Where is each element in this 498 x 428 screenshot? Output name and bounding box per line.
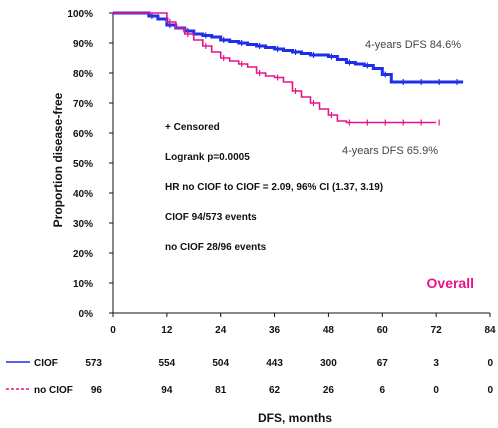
dfs-ciof-label: 4-years DFS 84.6% bbox=[365, 39, 461, 51]
risk-count: 62 bbox=[269, 385, 281, 396]
hazard-ratio-text: HR no CIOF to CIOF = 2.09, 96% CI (1.37,… bbox=[165, 182, 383, 193]
ciof-risk-label: CIOF bbox=[34, 358, 58, 369]
y-tick-label: 30% bbox=[73, 219, 93, 230]
curves bbox=[113, 11, 464, 126]
overall-label: Overall bbox=[427, 275, 474, 291]
y-tick-label: 20% bbox=[73, 249, 93, 260]
logrank-text: Logrank p=0.0005 bbox=[165, 152, 250, 163]
no-ciof-curve bbox=[113, 12, 437, 124]
risk-count: 300 bbox=[320, 358, 337, 369]
risk-count: 504 bbox=[212, 358, 229, 369]
risk-count: 94 bbox=[161, 385, 173, 396]
risk-count: 26 bbox=[323, 385, 335, 396]
x-tick-label: 0 bbox=[110, 325, 116, 336]
y-tick-label: 90% bbox=[73, 39, 93, 50]
x-tick-label: 60 bbox=[377, 325, 389, 336]
risk-count: 554 bbox=[159, 358, 176, 369]
ciof-events-text: CIOF 94/573 events bbox=[165, 212, 257, 223]
y-axis: 0% 10% 20% 30% 40% 50% 60% 70% 80% 90% 100% bbox=[67, 9, 114, 320]
risk-count: 67 bbox=[377, 358, 389, 369]
y-tick-label: 70% bbox=[73, 99, 93, 110]
x-tick-label: 84 bbox=[484, 325, 496, 336]
risk-count: 6 bbox=[380, 385, 386, 396]
x-axis: 0 12 24 36 48 60 72 84 bbox=[110, 312, 496, 336]
y-tick-label: 80% bbox=[73, 69, 93, 80]
y-tick-label: 40% bbox=[73, 189, 93, 200]
risk-table: CIOF 573 554 504 443 300 67 3 0 no CIOF 96 94 81 62 26… bbox=[6, 358, 493, 396]
x-tick-label: 48 bbox=[323, 325, 335, 336]
dfs-no-ciof-label: 4-years DFS 65.9% bbox=[342, 145, 438, 157]
y-tick-label: 100% bbox=[67, 9, 93, 20]
x-tick-label: 72 bbox=[431, 325, 443, 336]
risk-count: 573 bbox=[85, 358, 102, 369]
x-tick-label: 24 bbox=[215, 325, 227, 336]
no-ciof-risk-label: no CIOF bbox=[34, 385, 73, 396]
y-tick-label: 60% bbox=[73, 129, 93, 140]
x-axis-label: DFS, months bbox=[258, 411, 332, 425]
y-tick-label: 50% bbox=[73, 159, 93, 170]
risk-count: 0 bbox=[433, 385, 439, 396]
y-tick-label: 0% bbox=[79, 309, 94, 320]
y-tick-label: 10% bbox=[73, 279, 93, 290]
y-axis-label: Proportion disease-free bbox=[51, 92, 65, 227]
risk-count: 81 bbox=[215, 385, 227, 396]
risk-count: 443 bbox=[266, 358, 283, 369]
risk-count: 0 bbox=[487, 385, 493, 396]
risk-count: 0 bbox=[487, 358, 493, 369]
no-ciof-events-text: no CIOF 28/96 events bbox=[165, 242, 267, 253]
risk-count: 96 bbox=[91, 385, 103, 396]
x-tick-label: 36 bbox=[269, 325, 281, 336]
censored-legend: + Censored bbox=[165, 122, 220, 133]
x-tick-label: 12 bbox=[161, 325, 173, 336]
risk-count: 3 bbox=[433, 358, 439, 369]
